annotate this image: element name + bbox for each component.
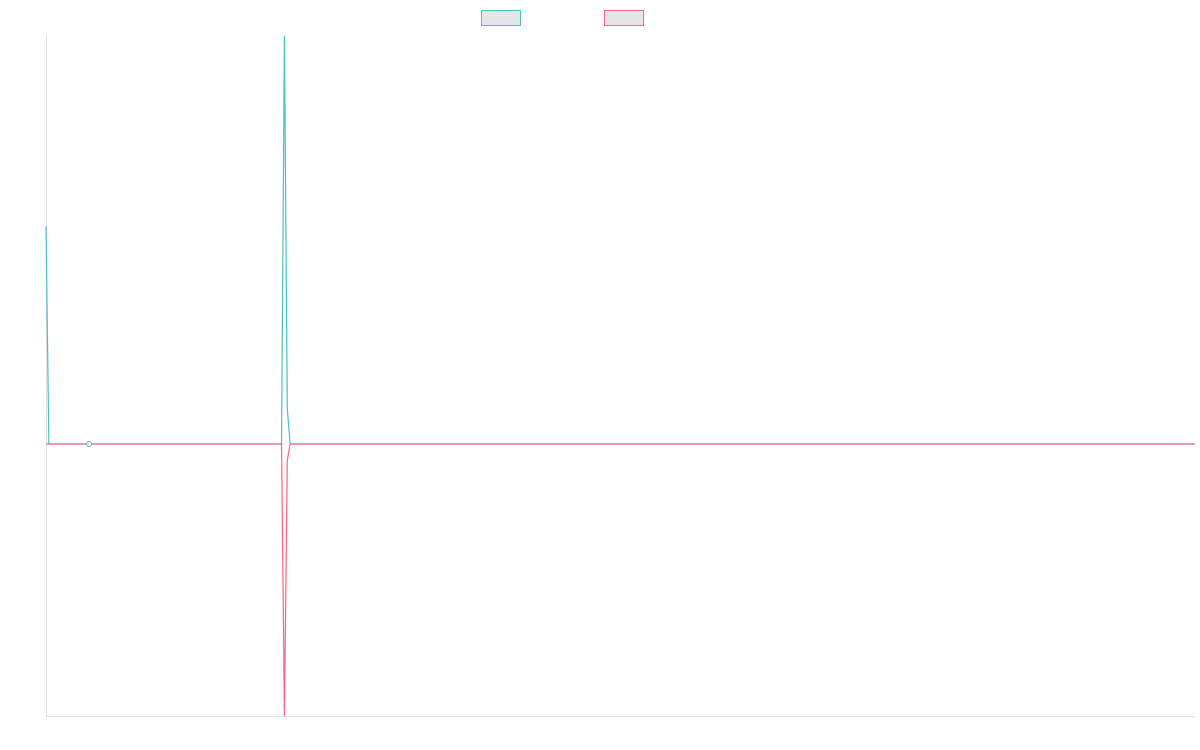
legend-swatch[interactable] — [604, 10, 644, 26]
series-line — [45, 35, 1195, 445]
point-marker[interactable] — [86, 441, 93, 447]
series-line — [46, 443, 1195, 717]
legend-swatch[interactable] — [481, 10, 521, 26]
